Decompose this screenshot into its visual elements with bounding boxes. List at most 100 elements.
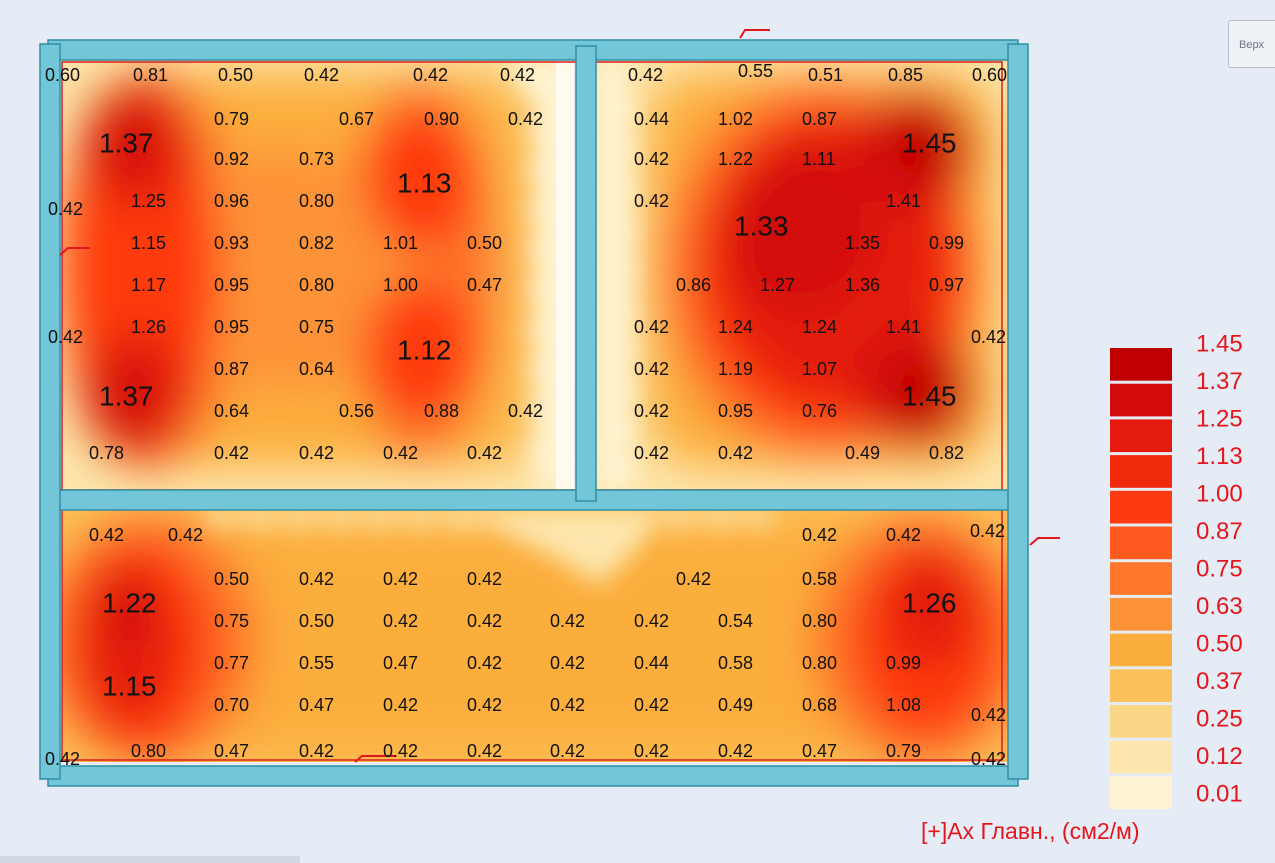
section-markers — [59, 29, 1060, 763]
value-label: 1.11 — [802, 149, 836, 169]
value-label: 0.87 — [214, 359, 249, 379]
value-label: 0.44 — [634, 653, 669, 673]
value-label: 0.86 — [676, 275, 711, 295]
value-label: 1.17 — [131, 275, 166, 295]
value-label: 0.42 — [214, 443, 249, 463]
legend-value-label: 0.75 — [1196, 555, 1243, 582]
legend-swatch — [1110, 669, 1172, 702]
legend-swatch — [1110, 348, 1172, 381]
value-label: 0.80 — [299, 191, 334, 211]
value-label: 0.42 — [634, 191, 669, 211]
value-label: 0.82 — [299, 233, 334, 253]
value-label: 0.92 — [214, 149, 249, 169]
value-label: 0.42 — [550, 695, 585, 715]
value-label: 0.55 — [299, 653, 334, 673]
legend-swatch — [1110, 526, 1172, 560]
value-label: 0.60 — [45, 65, 80, 85]
value-label: 1.41 — [886, 191, 921, 211]
value-label: 0.76 — [802, 401, 837, 421]
value-label: 0.79 — [214, 109, 249, 129]
value-label: 1.19 — [718, 359, 753, 379]
value-label: 0.78 — [89, 443, 124, 463]
bottom-scrollbar[interactable] — [0, 856, 300, 863]
peak-value-label: 1.45 — [902, 380, 957, 411]
value-label: 0.95 — [214, 317, 249, 337]
value-labels: 0.60 0.81 0.50 0.42 0.42 0.42 0.42 0.55 0.51 0.85… — [45, 61, 1007, 769]
value-label: 0.50 — [218, 65, 253, 85]
value-label: 0.47 — [802, 741, 837, 761]
value-label: 0.50 — [299, 611, 334, 631]
value-label: 0.42 — [299, 569, 334, 589]
value-label: 0.51 — [808, 65, 843, 85]
value-label: 0.42 — [634, 695, 669, 715]
value-label: 0.42 — [383, 611, 418, 631]
value-label: 0.64 — [214, 401, 249, 421]
value-label: 1.41 — [886, 317, 921, 337]
value-label: 0.81 — [133, 65, 168, 85]
value-label: 0.42 — [634, 401, 669, 421]
legend-value-label: 1.37 — [1196, 368, 1243, 395]
value-label: 0.60 — [972, 65, 1007, 85]
legend-value-label: 0.25 — [1196, 705, 1243, 732]
value-label: 0.42 — [634, 317, 669, 337]
value-label: 0.47 — [467, 275, 502, 295]
legend-swatch — [1110, 490, 1172, 524]
value-label: 0.50 — [214, 569, 249, 589]
value-label: 1.15 — [131, 233, 166, 253]
value-label: 0.42 — [383, 569, 418, 589]
value-label: 0.42 — [467, 569, 502, 589]
value-label: 0.42 — [413, 65, 448, 85]
value-label: 0.42 — [467, 443, 502, 463]
value-label: 0.64 — [299, 359, 334, 379]
value-label: 1.08 — [886, 695, 921, 715]
peak-value-label: 1.22 — [102, 587, 157, 618]
value-label: 0.42 — [802, 525, 837, 545]
beam-frame — [39, 39, 1029, 787]
slab-panel-top-left — [62, 60, 574, 490]
value-label: 1.35 — [845, 233, 880, 253]
value-label: 0.42 — [718, 443, 753, 463]
view-top-button[interactable]: Верх — [1228, 20, 1275, 68]
value-label: 0.96 — [214, 191, 249, 211]
legend-value-label: 0.12 — [1196, 743, 1243, 770]
value-label: 0.42 — [508, 109, 543, 129]
legend-value-label: 1.25 — [1196, 405, 1243, 432]
peak-value-label: 1.45 — [902, 127, 957, 158]
value-label: 0.93 — [214, 233, 249, 253]
legend-value-label: 0.63 — [1196, 593, 1243, 620]
value-label: 0.67 — [339, 109, 374, 129]
value-label: 1.24 — [718, 317, 753, 337]
value-label: 0.80 — [802, 653, 837, 673]
legend-value-label: 1.13 — [1196, 443, 1243, 470]
value-label: 1.00 — [383, 275, 418, 295]
value-label: 0.42 — [971, 749, 1006, 769]
legend-value-label: 0.50 — [1196, 630, 1243, 657]
value-label: 0.42 — [467, 653, 502, 673]
value-label: 0.42 — [634, 611, 669, 631]
legend-swatch — [1110, 419, 1172, 453]
value-label: 0.68 — [802, 695, 837, 715]
value-label: 0.49 — [845, 443, 880, 463]
value-label: 0.55 — [738, 61, 773, 81]
peak-value-label: 1.15 — [102, 670, 157, 701]
value-label: 0.73 — [299, 149, 334, 169]
value-label: 0.42 — [971, 327, 1006, 347]
legend-value-label: 0.01 — [1196, 780, 1243, 807]
value-label: 0.80 — [299, 275, 334, 295]
peak-value-label: 1.37 — [99, 380, 154, 411]
value-label: 0.44 — [634, 109, 669, 129]
value-label: 0.42 — [299, 741, 334, 761]
value-label: 0.42 — [634, 741, 669, 761]
value-label: 0.42 — [628, 65, 663, 85]
value-label: 1.07 — [802, 359, 837, 379]
slab-panel-bottom — [62, 508, 1008, 762]
value-label: 0.42 — [500, 65, 535, 85]
value-label: 1.02 — [718, 109, 753, 129]
value-label: 1.26 — [131, 317, 166, 337]
value-label: 0.77 — [214, 653, 249, 673]
value-label: 0.42 — [634, 359, 669, 379]
value-label: 0.49 — [718, 695, 753, 715]
value-label: 0.42 — [886, 525, 921, 545]
value-label: 0.42 — [467, 741, 502, 761]
value-label: 0.42 — [634, 149, 669, 169]
